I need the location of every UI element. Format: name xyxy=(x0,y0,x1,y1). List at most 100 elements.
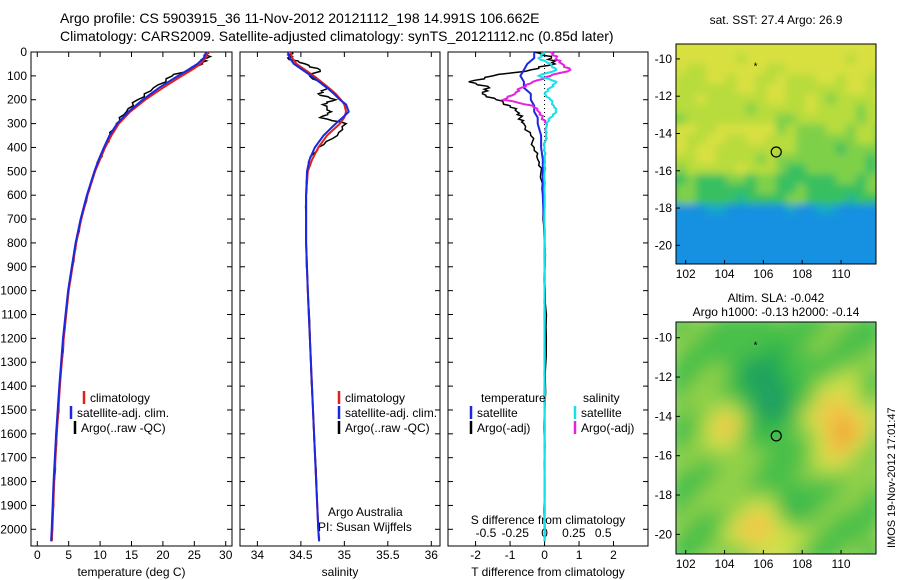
sla-map-cell xyxy=(696,522,707,534)
sla-map-cell xyxy=(856,438,867,450)
sst-map-cell xyxy=(726,204,737,215)
sst-map-cell xyxy=(726,44,737,55)
sst-map-cell xyxy=(706,44,717,45)
sst-map-xtick-label: 104 xyxy=(715,267,735,281)
sla-map-cell xyxy=(696,480,707,492)
sla-map-cell xyxy=(846,385,857,397)
sla-map-cell xyxy=(776,322,787,334)
sst-map-cell xyxy=(846,64,857,75)
sst-map-cell xyxy=(776,234,787,245)
sst-map-cell xyxy=(796,144,807,155)
sla-map-xtick-label: 104 xyxy=(715,557,735,571)
sst-map-cell xyxy=(786,134,797,145)
legend-sal-climatology-label-2: climatology xyxy=(345,391,405,405)
sst-map-cell xyxy=(716,204,727,215)
sla-map-cell xyxy=(806,438,817,450)
sst-map-cell xyxy=(756,54,767,65)
sst-map-cell xyxy=(696,134,707,145)
sst-map-cell xyxy=(736,94,747,105)
panel-2-frame xyxy=(239,51,441,547)
sst-map-cell xyxy=(816,114,827,125)
sst-map-cell xyxy=(786,164,797,175)
sst-map-cell xyxy=(816,204,827,215)
sla-map-cell xyxy=(806,353,817,366)
sst-map-cell xyxy=(756,114,767,125)
sla-map-cell xyxy=(716,364,727,376)
pi-label: PI: Susan Wijffels xyxy=(318,520,412,534)
sst-map-cell xyxy=(866,44,876,55)
sst-map-cell xyxy=(806,44,817,45)
sla-map-cell xyxy=(776,438,787,450)
panel-3-xtick-label: 2 xyxy=(610,548,617,562)
sla-map-cell xyxy=(706,353,717,366)
sst-map-cell xyxy=(806,84,817,95)
sla-map-cell xyxy=(676,459,687,471)
sst-map-cell xyxy=(826,134,837,145)
sst-map-cell xyxy=(766,44,777,55)
sla-map-cell xyxy=(766,332,777,345)
sla-map-cell xyxy=(696,490,707,503)
sst-map-cell xyxy=(776,74,787,85)
imos-stamp: IMOS 19-Nov-2012 17:01:47 xyxy=(886,407,898,548)
sla-map-cell xyxy=(766,374,777,387)
sla-map-cell xyxy=(676,353,677,366)
sla-map-cell xyxy=(856,522,867,534)
sla-map-cell xyxy=(826,406,837,418)
sla-map-cell xyxy=(706,364,717,376)
sla-map-cell xyxy=(736,554,747,566)
sst-map-cell xyxy=(786,184,797,195)
sla-map-title-1: Altim. SLA: -0.042 xyxy=(728,291,825,305)
sst-map-cell xyxy=(816,94,827,105)
sst-map-cell xyxy=(796,124,807,135)
sst-map-cell xyxy=(776,254,787,264)
sla-map-cell xyxy=(856,501,867,513)
sst-map-cell xyxy=(826,74,837,85)
sst-map-cell xyxy=(806,214,817,225)
sst-map-cell xyxy=(706,94,717,105)
sst-map-cell xyxy=(736,74,747,85)
sst-map-cell xyxy=(826,224,837,235)
sst-map-cell xyxy=(766,124,777,135)
sla-map-cell xyxy=(846,343,857,355)
sla-map-cell xyxy=(686,353,697,366)
sst-map-ytick-label: -10 xyxy=(655,52,673,66)
sst-map-cell xyxy=(686,254,697,264)
sst-map-cell xyxy=(746,194,757,205)
sla-map-cell xyxy=(786,364,797,376)
sst-map-ytick-label: -20 xyxy=(655,238,673,252)
panel-2-xtick-label: 35.5 xyxy=(376,548,400,562)
sla-map-cell xyxy=(706,427,717,439)
sla-map-cell xyxy=(796,353,807,366)
sla-map-cell xyxy=(726,332,737,345)
sla-map-cell xyxy=(736,374,747,387)
sst-map-cell xyxy=(726,234,737,245)
sst-map-cell xyxy=(686,234,697,245)
sst-map-cell xyxy=(826,114,837,125)
sst-map-cell xyxy=(826,64,837,75)
sla-map-cell xyxy=(856,448,867,461)
sst-map-cell xyxy=(856,244,867,255)
sst-map-cell xyxy=(746,134,757,145)
sla-map-cell xyxy=(676,490,687,503)
sst-map-cell xyxy=(736,194,747,205)
sst-map-cell xyxy=(766,44,777,45)
sla-map-cell xyxy=(756,490,767,503)
sla-map-cell xyxy=(766,532,777,545)
panel-3-s-xlabel: S difference from climatology xyxy=(471,513,626,527)
panel-1-ytick-label: 1200 xyxy=(0,331,27,345)
sst-map-cell xyxy=(676,214,687,225)
sst-map-cell xyxy=(826,104,837,115)
sla-map-cell xyxy=(756,353,767,366)
sla-map-cell xyxy=(846,416,857,429)
sst-map-cell xyxy=(796,64,807,75)
sla-map-cell xyxy=(786,438,797,450)
legend-sal-satellite-label-2: satellite-adj. clim. xyxy=(345,406,437,420)
sla-map-cell xyxy=(846,374,857,387)
sst-map-cell xyxy=(826,244,837,255)
sla-map-cell xyxy=(766,490,777,503)
sla-map-cell xyxy=(696,343,707,355)
sst-map-cell xyxy=(746,224,757,235)
sst-map-cell xyxy=(676,104,687,115)
sla-map-cell xyxy=(786,459,797,471)
sla-map-cell xyxy=(826,438,837,450)
